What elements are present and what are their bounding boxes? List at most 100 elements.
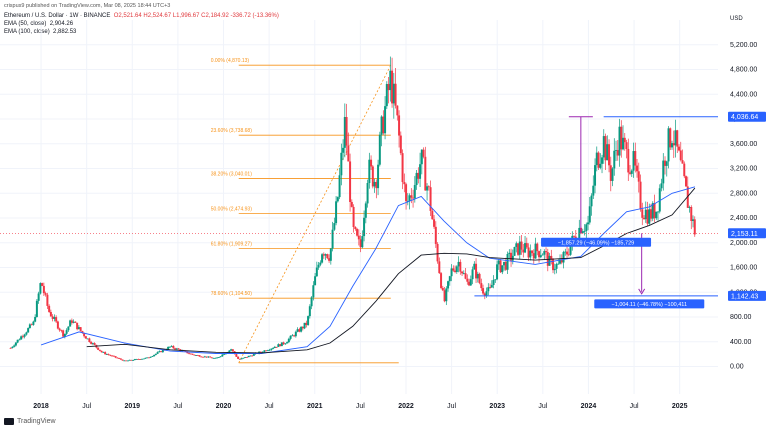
candle-body [588,206,591,223]
candle-body [688,207,691,208]
candle-body [65,330,68,334]
candle-body [440,273,443,288]
candle-body [515,243,518,247]
candle-body [634,151,637,166]
candle-body [167,347,170,350]
candle-body [405,184,408,202]
candle-body [534,243,537,259]
candle-body [287,338,290,343]
candle-body [517,243,520,255]
y-tick-label: 2,800.00 [730,190,757,197]
y-tick-label: 800.00 [730,314,752,321]
candle-body [336,197,339,202]
candle-body [618,126,621,156]
candle-body [413,185,416,199]
candle-body [392,83,395,104]
candle-body [23,334,26,337]
candle-body [478,273,481,284]
x-tick-label: Jul [538,403,547,410]
candle-body [32,321,35,325]
candle-body [235,354,238,357]
candle-body [350,201,353,207]
candle-body [422,149,425,157]
candle-body [531,250,534,254]
candle-body [678,146,681,151]
fib-level-label: 0.00% (4,870.13) [211,58,250,64]
ema50-row: EMA (50, close) 2,904.26 [4,21,73,27]
candle-body [153,354,156,357]
candle-body [396,105,399,116]
candle-body [608,144,611,166]
x-tick-label: 2024 [581,403,597,410]
y-tick-label: 400.00 [730,339,752,346]
candle-body [349,161,352,202]
ema100-label: EMA (100, close) [4,29,50,35]
candle-body [161,349,164,353]
price-label-box [728,228,766,239]
candle-body [265,350,268,352]
candle-body [266,350,269,352]
candle-body [160,351,163,353]
candle-body [616,150,619,156]
price-label: 1,142.43 [731,293,758,300]
candle-body [74,321,77,323]
y-tick-label: 4,400.00 [730,91,757,98]
candle-body [209,356,212,358]
candle-body [328,258,331,261]
candle-body [270,348,273,350]
candle-body [324,254,327,256]
candle-body [436,243,439,262]
candle-body [601,157,604,164]
candle-body [627,149,630,173]
candle-body [443,290,446,302]
candle-body [252,354,255,356]
candle-body [658,188,661,212]
candle-body [67,326,70,331]
candle-body [524,243,527,253]
candle-body [154,353,157,355]
candle-body [198,355,201,357]
candle-body [238,358,241,360]
candle-body [378,134,381,165]
candle-body [648,209,651,224]
candle-body [394,83,397,106]
candle-body [286,342,289,344]
x-tick-label: Jul [356,403,365,410]
price-label-box [728,111,766,122]
candle-body [144,357,147,359]
candle-body [214,357,217,359]
candle-body [28,324,31,329]
candle-body [212,357,215,359]
ema50-line [40,186,696,354]
candle-body [548,255,551,266]
candle-body [457,261,460,267]
candle-body [424,156,427,191]
candle-body [445,288,448,302]
candle-body [581,231,584,234]
candle-body [545,251,548,253]
candle-body [641,209,644,218]
candle-body [490,285,493,288]
candle-body [471,269,474,280]
candle-body [105,354,108,355]
candle-body [620,126,623,150]
candle-body [63,333,66,337]
candle-body [230,349,233,351]
candle-body [690,207,693,221]
symbol-label: Ethereum / U.S. Dollar · 1W · BINANCE [4,13,111,19]
candle-body [219,356,222,358]
price-label-box [728,290,766,301]
symbol-row: Ethereum / U.S. Dollar · 1W · BINANCE O2… [4,13,279,19]
candle-body [20,336,23,340]
candle-body [60,330,63,332]
candle-body [343,116,346,148]
candle-body [483,293,486,296]
candle-body [303,322,306,329]
candle-body [354,227,357,230]
candle-body [599,163,602,168]
candle-body [76,322,79,330]
candle-body [39,283,42,294]
candle-body [11,346,14,348]
candle-body [450,268,453,277]
